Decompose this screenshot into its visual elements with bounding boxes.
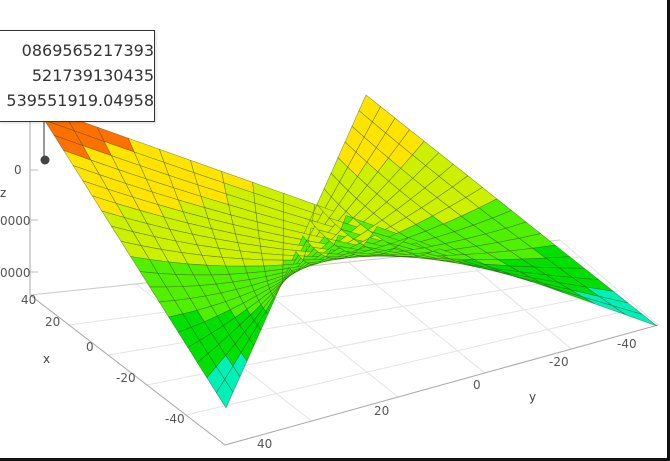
z-axis-title: z <box>0 186 6 200</box>
frame-border-right <box>667 0 670 461</box>
hover-line-z: 539551919.04958 <box>6 91 154 110</box>
x-axis-line <box>29 294 226 446</box>
z-tick-label: 0000 <box>0 214 31 228</box>
x-tick-label: 20 <box>45 315 60 329</box>
hover-line-y: 521739130435 <box>31 66 154 85</box>
x-tick-label: -20 <box>116 371 136 385</box>
y-tick-label: -40 <box>617 337 637 351</box>
floor-gridline <box>347 261 486 374</box>
y-tick-label: 20 <box>374 404 389 418</box>
hover-line-x: 0869565217393 <box>21 41 154 60</box>
surface-cell[interactable] <box>242 258 265 267</box>
frame-border-bottom <box>0 458 670 461</box>
y-tick-label: 0 <box>473 378 481 392</box>
hover-point <box>40 155 50 165</box>
y-axis-line <box>224 324 659 446</box>
surface-cell[interactable] <box>221 256 246 267</box>
x-tick-label: -40 <box>165 412 185 426</box>
y-tick-label: -20 <box>549 355 569 369</box>
surface-cell[interactable] <box>612 305 658 327</box>
hover-tooltip: 0869565217393 521739130435 539551919.049… <box>0 30 155 122</box>
x-tick-label: 0 <box>86 340 94 354</box>
x-tick-label: 40 <box>257 437 272 451</box>
hover-marker <box>40 120 50 165</box>
z-tick-label: 0 <box>14 163 22 177</box>
surface-cell[interactable] <box>216 378 234 409</box>
x-axis-title: x <box>43 352 50 366</box>
floor-gridline <box>453 250 572 350</box>
floor-gridline <box>185 307 639 416</box>
floor-gridline <box>559 239 659 326</box>
x-tick-label: 40 <box>21 293 36 307</box>
surface-mesh[interactable] <box>34 94 658 409</box>
z-tick-label: 0000 <box>0 266 31 280</box>
y-axis-title: y <box>529 390 536 404</box>
